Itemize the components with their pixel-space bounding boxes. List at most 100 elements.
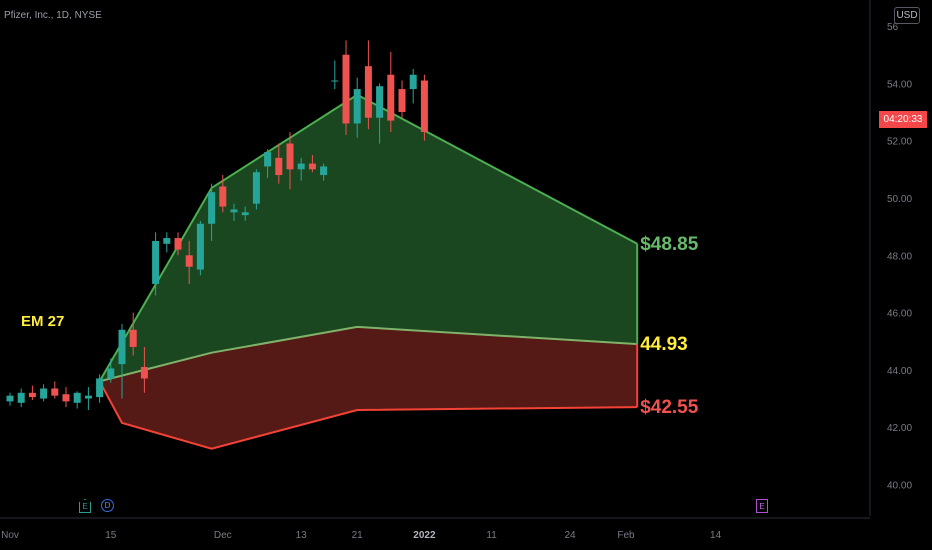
mid-band-line xyxy=(99,325,638,383)
dividend-event-icon[interactable]: D xyxy=(101,499,114,512)
candle-body xyxy=(118,329,126,365)
candle[interactable] xyxy=(152,232,160,296)
candle-body xyxy=(409,74,417,90)
price-tick-label: 46.00 xyxy=(887,309,912,320)
price-tick-label: 52.00 xyxy=(887,137,912,148)
candle-body xyxy=(73,392,81,403)
candle[interactable] xyxy=(353,77,361,138)
time-tick-label: 14 xyxy=(710,530,722,541)
candle[interactable] xyxy=(6,392,14,406)
candle[interactable] xyxy=(51,381,59,399)
lower-band-line xyxy=(98,380,638,450)
time-tick-label: 2022 xyxy=(413,530,436,541)
time-tick-label: 15 xyxy=(105,530,117,541)
candle[interactable] xyxy=(241,206,249,221)
candle[interactable] xyxy=(252,169,260,210)
candle[interactable] xyxy=(230,203,238,221)
candle-body xyxy=(40,388,48,399)
candle-body xyxy=(342,54,350,124)
candle[interactable] xyxy=(17,388,25,408)
candle[interactable] xyxy=(140,346,148,393)
earnings-event-icon[interactable]: E xyxy=(756,499,768,513)
candle[interactable] xyxy=(409,69,417,104)
candle[interactable] xyxy=(275,143,283,184)
candle-body xyxy=(376,86,384,118)
candle[interactable] xyxy=(84,387,92,410)
time-tick-label: 13 xyxy=(296,530,308,541)
earnings-event-icon[interactable]: E xyxy=(79,499,91,513)
candle-body xyxy=(219,186,227,207)
candle-body xyxy=(264,152,272,167)
time-tick-label: Nov xyxy=(1,530,19,541)
candle[interactable] xyxy=(62,387,70,408)
candle[interactable] xyxy=(28,385,36,400)
price-tick-label: 40.00 xyxy=(887,480,912,491)
candle[interactable] xyxy=(398,80,406,118)
candle-body xyxy=(196,223,204,270)
time-tick-label: 24 xyxy=(564,530,576,541)
price-tick-label: 44.00 xyxy=(887,366,912,377)
candle-body xyxy=(62,394,70,402)
candle-body xyxy=(140,367,148,379)
candle-body xyxy=(364,66,372,118)
candle-body xyxy=(129,329,137,347)
candle[interactable] xyxy=(196,220,204,276)
candle[interactable] xyxy=(73,391,81,409)
candle-body xyxy=(6,395,14,402)
candle[interactable] xyxy=(364,40,372,130)
time-tick-label: Dec xyxy=(214,530,232,541)
currency-button[interactable]: USD xyxy=(894,7,920,24)
candle-body xyxy=(51,388,59,396)
candle-body xyxy=(252,172,260,204)
candle-body xyxy=(387,74,395,121)
candle-body xyxy=(398,89,406,113)
candle[interactable] xyxy=(219,175,227,213)
candle[interactable] xyxy=(264,149,272,178)
candle-body xyxy=(286,143,294,170)
mid-band-label: 44.93 xyxy=(640,334,688,355)
time-tick-label: 21 xyxy=(352,530,364,541)
price-tick-label: 56 xyxy=(887,22,899,33)
candle[interactable] xyxy=(376,83,384,144)
candle-body xyxy=(331,80,339,82)
candle[interactable] xyxy=(387,51,395,133)
candle[interactable] xyxy=(118,324,126,399)
candle[interactable] xyxy=(320,163,328,181)
candle-body xyxy=(163,238,171,244)
candle-body xyxy=(353,89,361,124)
candle-body xyxy=(152,240,160,284)
candle[interactable] xyxy=(129,312,137,356)
candle[interactable] xyxy=(163,232,171,253)
symbol-label: Pfizer, Inc., 1D, NYSE xyxy=(4,10,102,21)
candle[interactable] xyxy=(40,384,48,402)
time-tick-label: 11 xyxy=(486,530,497,541)
price-tick-label: 42.00 xyxy=(887,423,912,434)
price-tick-label: 54.00 xyxy=(887,79,912,90)
lower-band-fill xyxy=(99,326,638,449)
price-tick-label: 48.00 xyxy=(887,251,912,262)
candle-body xyxy=(320,166,328,176)
candle-body xyxy=(230,209,238,213)
bar-countdown: 04:20:33 xyxy=(879,111,927,128)
candle-body xyxy=(297,163,305,170)
candle[interactable] xyxy=(286,132,294,190)
candle-body xyxy=(420,80,428,133)
candle[interactable] xyxy=(308,154,316,173)
candle[interactable] xyxy=(208,183,216,241)
candle[interactable] xyxy=(107,358,115,383)
candle[interactable] xyxy=(174,232,182,256)
candle[interactable] xyxy=(420,74,428,141)
candle-body xyxy=(28,392,36,398)
candle-body xyxy=(208,192,216,224)
candle[interactable] xyxy=(342,40,350,135)
em-annotation: EM 27 xyxy=(21,313,64,330)
upper-band-label: $48.85 xyxy=(640,234,699,255)
candle[interactable] xyxy=(185,240,193,284)
candle-body xyxy=(275,157,283,176)
candle[interactable] xyxy=(297,157,305,181)
candle[interactable] xyxy=(331,60,339,90)
price-tick-label: 50.00 xyxy=(887,194,912,205)
candle[interactable] xyxy=(96,374,104,403)
candle-body xyxy=(174,238,182,250)
